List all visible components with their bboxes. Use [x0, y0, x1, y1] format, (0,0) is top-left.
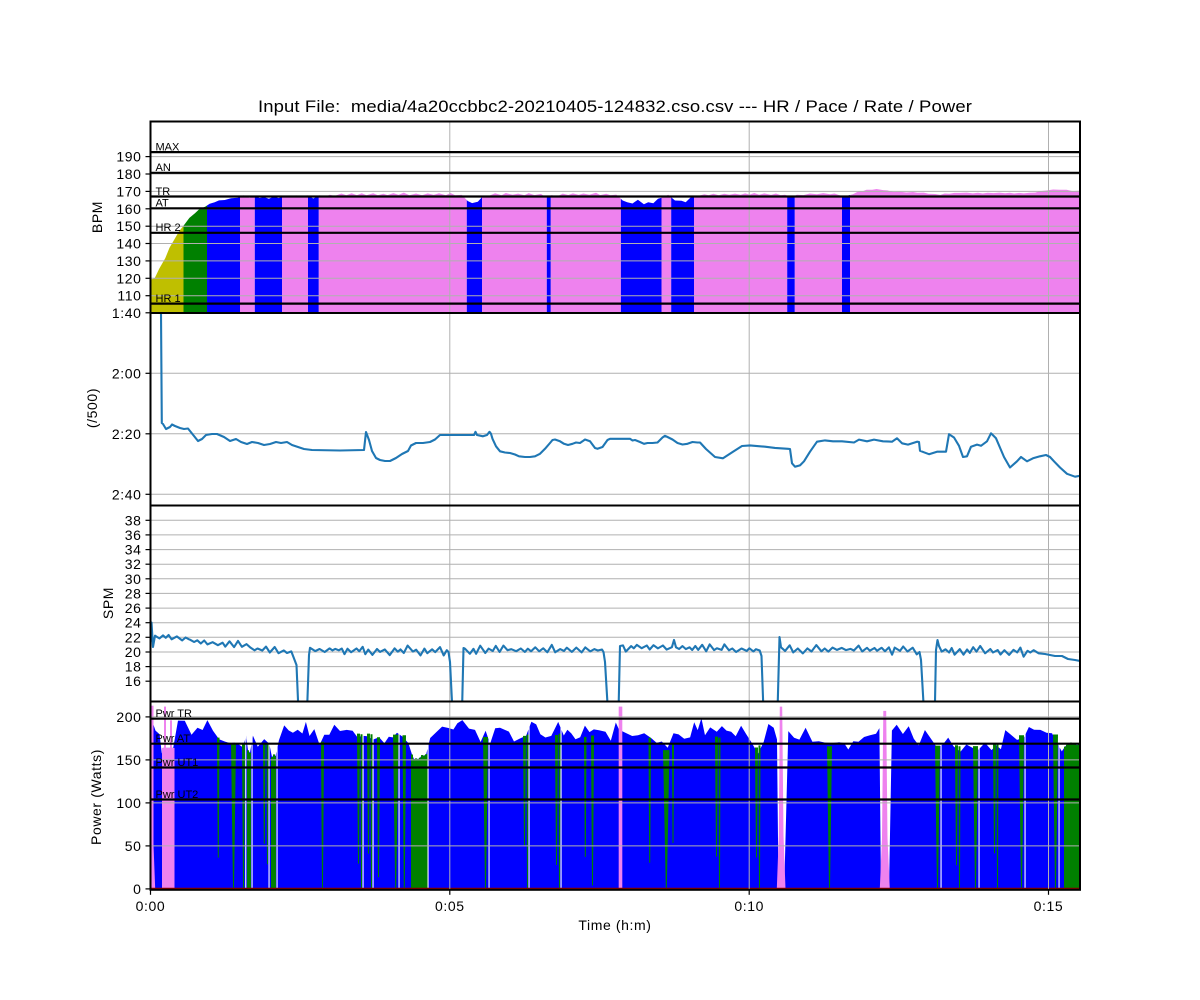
- svg-text:Input File: media/4a20ccbbc2-: Input File: media/4a20ccbbc2-20210405-12…: [258, 98, 972, 116]
- svg-text:0:00: 0:00: [136, 898, 166, 914]
- svg-text:28: 28: [125, 585, 142, 601]
- svg-text:120: 120: [116, 270, 141, 286]
- svg-text:AN: AN: [156, 162, 171, 174]
- svg-text:26: 26: [125, 600, 142, 616]
- svg-text:SPM: SPM: [100, 587, 116, 619]
- svg-text:2:40: 2:40: [112, 486, 142, 502]
- svg-text:Pwr UT1: Pwr UT1: [156, 757, 199, 769]
- svg-text:150: 150: [116, 752, 141, 768]
- svg-text:22: 22: [125, 629, 142, 645]
- svg-text:16: 16: [125, 673, 142, 689]
- svg-text:24: 24: [125, 615, 142, 631]
- svg-text:TR: TR: [156, 186, 171, 198]
- svg-text:160: 160: [116, 201, 141, 217]
- svg-text:170: 170: [116, 183, 141, 199]
- svg-text:30: 30: [125, 571, 142, 587]
- svg-text:2:20: 2:20: [112, 426, 142, 442]
- svg-text:Pwr TR: Pwr TR: [156, 708, 193, 720]
- svg-text:36: 36: [125, 527, 142, 543]
- svg-text:1:40: 1:40: [112, 305, 142, 321]
- svg-text:Power (Watts): Power (Watts): [88, 749, 104, 845]
- svg-text:140: 140: [116, 236, 141, 252]
- svg-text:190: 190: [116, 149, 141, 165]
- svg-text:HR 2: HR 2: [156, 222, 181, 234]
- svg-text:150: 150: [116, 218, 141, 234]
- svg-text:HR 1: HR 1: [156, 293, 181, 305]
- svg-text:0:10: 0:10: [734, 898, 764, 914]
- svg-text:Pwr AT: Pwr AT: [156, 733, 191, 745]
- svg-text:180: 180: [116, 166, 141, 182]
- svg-text:0: 0: [133, 881, 141, 897]
- svg-text:100: 100: [116, 795, 141, 811]
- svg-text:BPM: BPM: [89, 201, 105, 233]
- svg-text:38: 38: [125, 512, 142, 528]
- svg-text:(/500): (/500): [84, 388, 100, 428]
- svg-text:MAX: MAX: [156, 142, 181, 154]
- svg-text:Time (h:m): Time (h:m): [578, 917, 651, 933]
- svg-text:32: 32: [125, 556, 142, 572]
- svg-text:18: 18: [125, 659, 142, 675]
- svg-text:Pwr UT2: Pwr UT2: [156, 789, 199, 801]
- svg-text:130: 130: [116, 253, 141, 269]
- svg-text:50: 50: [125, 838, 142, 854]
- svg-text:34: 34: [125, 542, 142, 558]
- svg-text:0:05: 0:05: [435, 898, 465, 914]
- svg-text:AT: AT: [156, 198, 170, 210]
- svg-text:110: 110: [117, 288, 141, 304]
- svg-text:0:15: 0:15: [1034, 898, 1064, 914]
- svg-text:20: 20: [125, 644, 142, 660]
- svg-text:2:00: 2:00: [112, 365, 142, 381]
- svg-text:200: 200: [116, 709, 141, 725]
